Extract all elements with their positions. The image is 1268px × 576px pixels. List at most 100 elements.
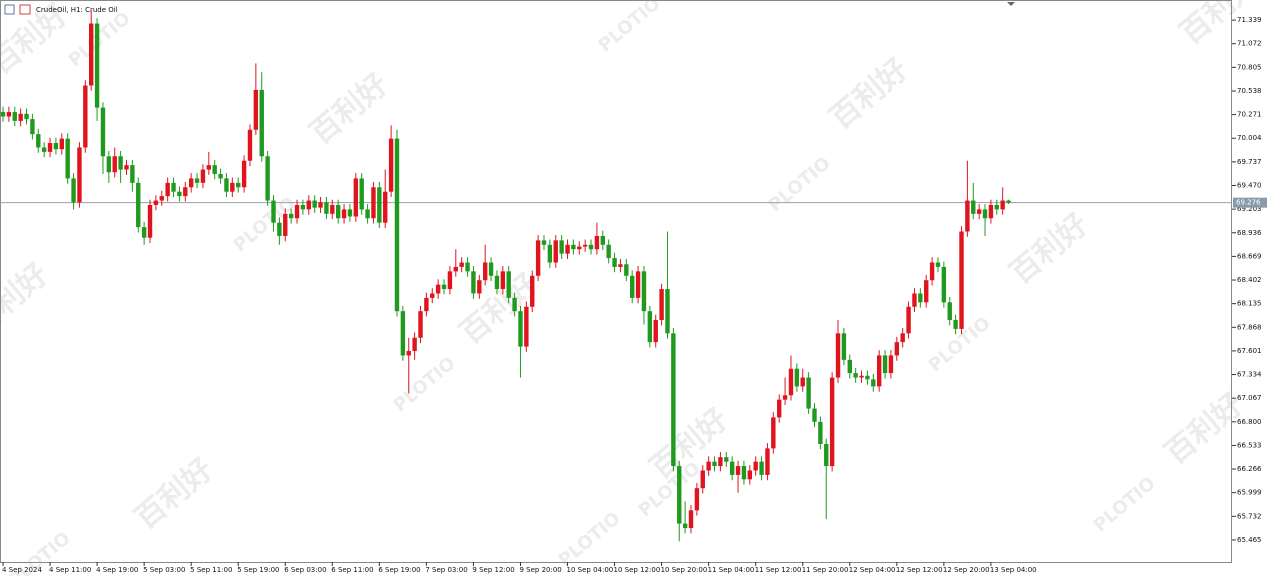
- candle-body: [677, 466, 682, 524]
- candle-body: [782, 395, 788, 400]
- candle-body: [130, 165, 135, 183]
- candle-body: [859, 375, 864, 378]
- y-tick-label: 68.402: [1237, 276, 1262, 284]
- last-price-label: 69.276: [1236, 199, 1261, 207]
- x-tick-label: 13 Sep 04:00: [990, 566, 1037, 574]
- y-tick-label: 70.538: [1237, 87, 1262, 95]
- y-tick-label: 70.271: [1237, 111, 1262, 119]
- candle-body: [94, 23, 100, 108]
- candle-body: [965, 200, 970, 232]
- candle-body: [535, 240, 541, 276]
- candle-body: [71, 178, 76, 203]
- candle-body: [394, 138, 400, 312]
- candle-body: [512, 297, 517, 312]
- candle-body: [500, 271, 506, 290]
- candle-body: [65, 138, 70, 179]
- watermark: PLOTIO: [595, 0, 665, 56]
- candle-body: [976, 209, 982, 214]
- x-tick-label: 11 Sep 20:00: [802, 566, 849, 574]
- icon: [4, 4, 15, 15]
- candle-body: [224, 178, 229, 192]
- candle-body: [771, 417, 776, 449]
- candle-body: [335, 204, 341, 219]
- candle-body: [277, 222, 282, 236]
- candle-body: [729, 461, 735, 475]
- y-tick-label: 67.601: [1237, 347, 1262, 355]
- candle-body: [447, 271, 453, 290]
- candle-body: [824, 443, 829, 467]
- y-tick-label: 65.732: [1237, 512, 1262, 520]
- candle-body: [612, 258, 617, 267]
- watermark: 百利好: [1004, 207, 1095, 292]
- candle-body: [36, 134, 41, 148]
- candle-body: [294, 204, 300, 219]
- candle-body: [706, 461, 711, 471]
- y-tick-label: 69.203: [1237, 205, 1262, 213]
- candle-body: [994, 204, 999, 210]
- candle-body: [982, 209, 988, 219]
- x-tick-label: 12 Sep 12:00: [896, 566, 943, 574]
- last-price-box: [1233, 197, 1267, 208]
- candle-body: [441, 284, 447, 290]
- candle-body: [347, 209, 353, 217]
- candle-body: [306, 200, 311, 210]
- candle-body: [971, 200, 976, 214]
- y-tick-label: 68.936: [1237, 229, 1262, 237]
- x-tick-label: 10 Sep 04:00: [567, 566, 614, 574]
- candle-body: [359, 178, 364, 210]
- candle-body: [188, 178, 194, 188]
- y-tick-label: 67.067: [1237, 394, 1262, 402]
- candle-body: [200, 169, 206, 183]
- candle-body: [541, 240, 547, 245]
- y-tick-label: 67.334: [1237, 371, 1262, 379]
- candle-body: [482, 262, 488, 281]
- candle-body: [0, 112, 6, 117]
- x-tick-label: 4 Sep 19:00: [96, 566, 138, 574]
- candle-body: [524, 306, 529, 347]
- candle-body: [835, 333, 841, 378]
- x-tick-label: 5 Sep 19:00: [237, 566, 279, 574]
- candle-body: [853, 373, 858, 378]
- candle-body: [236, 182, 241, 188]
- candle-body: [806, 377, 811, 409]
- candle-body: [894, 342, 900, 356]
- candle-body: [630, 275, 635, 298]
- candle-body: [871, 379, 876, 387]
- candle-body: [141, 227, 147, 238]
- y-tick-label: 67.868: [1237, 323, 1262, 331]
- x-tick-label: 11 Sep 04:00: [708, 566, 755, 574]
- watermark: PLOTIO: [765, 153, 835, 216]
- candle-body: [747, 470, 753, 480]
- candle-body: [24, 113, 29, 120]
- x-tick-label: 12 Sep 20:00: [943, 566, 990, 574]
- candle-body: [288, 213, 294, 219]
- candle-body: [118, 156, 123, 170]
- candle-body: [635, 271, 641, 298]
- candle-body: [165, 182, 170, 197]
- candle-body: [271, 200, 276, 223]
- candle-body: [777, 399, 782, 418]
- y-tick-label: 69.737: [1237, 158, 1262, 166]
- x-tick-label: 10 Sep 12:00: [614, 566, 661, 574]
- candle-body: [435, 284, 441, 294]
- y-tick-label: 70.805: [1237, 63, 1262, 71]
- candle-body: [30, 119, 35, 135]
- x-tick-label: 7 Sep 03:00: [425, 566, 467, 574]
- candle-body: [247, 129, 253, 161]
- candle-body: [924, 280, 929, 303]
- x-tick-label: 12 Sep 04:00: [849, 566, 896, 574]
- candle-body: [888, 355, 894, 374]
- candle-body: [741, 466, 747, 480]
- candle-body: [89, 23, 94, 86]
- candle-body: [665, 289, 670, 334]
- candle-body: [947, 302, 952, 321]
- candle-body: [212, 165, 217, 174]
- candle-body: [718, 457, 723, 467]
- candle-body: [124, 165, 129, 170]
- candle-body: [876, 355, 882, 387]
- candle-body: [641, 271, 647, 312]
- chart-title: CrudeOil, H1: Crude Oil: [36, 6, 118, 14]
- candle-body: [494, 275, 500, 290]
- watermark: PLOTIO: [1090, 473, 1160, 536]
- candle-body: [918, 293, 923, 303]
